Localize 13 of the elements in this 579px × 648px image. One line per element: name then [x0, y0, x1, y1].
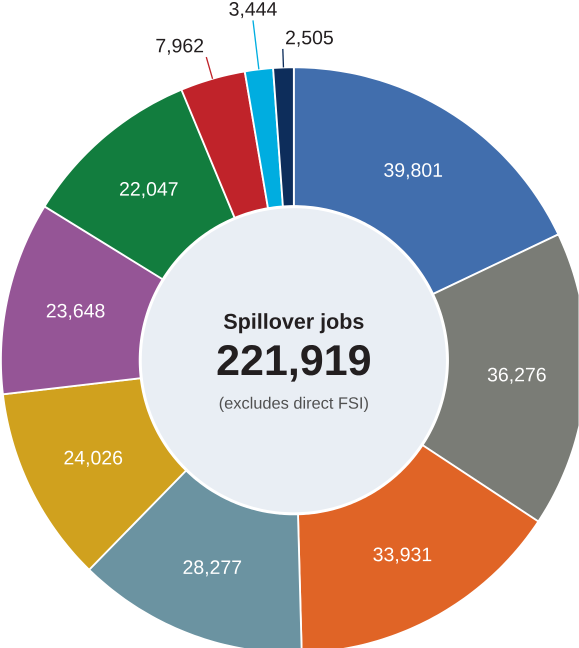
data-label: 3,444 — [230, 2, 277, 18]
data-label: 24,026 — [64, 450, 122, 467]
data-label: 2,505 — [286, 30, 334, 47]
text: (excludes direct FSI) — [220, 396, 368, 412]
data-label: 36,276 — [488, 368, 546, 384]
data-label: 33,931 — [374, 548, 432, 564]
data-label: 7,962 — [156, 38, 204, 55]
data-label: 23,648 — [47, 304, 105, 320]
data-label: 22,047 — [120, 182, 178, 198]
text: 221,919 — [218, 344, 370, 382]
data-label: 39,801 — [384, 163, 442, 180]
data-label: 28,277 — [184, 560, 242, 576]
text: Spillover jobs — [224, 313, 364, 334]
